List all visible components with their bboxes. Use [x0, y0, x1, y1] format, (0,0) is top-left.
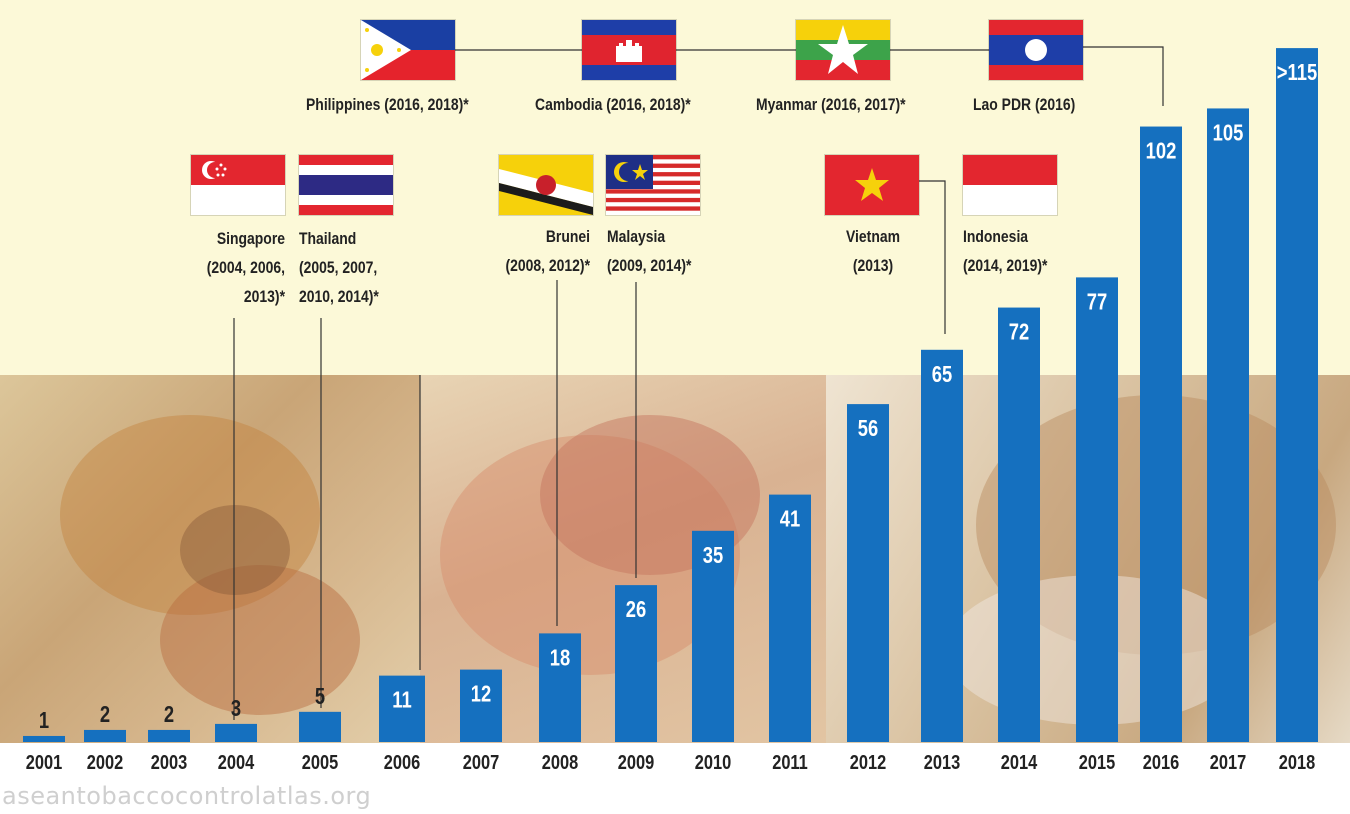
bar-2007	[460, 669, 502, 742]
x-tick-label-2004: 2004	[218, 750, 255, 773]
label-vietnam-line1: Vietnam	[846, 227, 900, 246]
thailand-flag	[299, 155, 393, 215]
label-singapore-line2: (2004, 2006,	[206, 258, 285, 277]
x-tick-label-2010: 2010	[695, 750, 731, 773]
x-tick-label-2012: 2012	[850, 750, 886, 773]
x-tick-label-2018: 2018	[1279, 750, 1315, 773]
bar-2011	[769, 494, 811, 742]
x-tick-label-2015: 2015	[1079, 750, 1115, 773]
x-tick-label-2009: 2009	[618, 750, 654, 773]
bar-2009	[615, 585, 657, 742]
value-label-2012: 56	[858, 416, 878, 441]
x-tick-label-2017: 2017	[1210, 750, 1246, 773]
malaysia-flag	[606, 155, 700, 215]
bar-2010	[692, 530, 734, 742]
x-tick-label-2014: 2014	[1001, 750, 1038, 773]
x-tick-label-2008: 2008	[542, 750, 578, 773]
cambodia-flag	[582, 20, 676, 80]
indonesia-flag	[963, 155, 1057, 215]
singapore-flag	[191, 155, 285, 215]
bar-2015	[1076, 277, 1118, 742]
label-indonesia-line2: (2014, 2019)*	[963, 256, 1048, 275]
x-tick-label-2016: 2016	[1143, 750, 1179, 773]
label-thailand-line1: Thailand	[299, 229, 357, 248]
label-singapore-line1: Singapore	[216, 229, 285, 248]
value-label-2015: 77	[1087, 290, 1107, 315]
label-thailand: Thailand (2005, 2007, 2010, 2014)*	[299, 224, 379, 311]
value-label-2001: 1	[39, 708, 49, 733]
label-vietnam-line2: (2013)	[852, 256, 894, 275]
source-watermark: aseantobaccocontrolatlas.org	[2, 782, 372, 810]
label-malaysia-line1: Malaysia	[607, 227, 666, 246]
value-label-2017: 105	[1213, 121, 1244, 146]
label-vietnam: Vietnam (2013)	[832, 222, 914, 280]
x-tick-label-2011: 2011	[772, 750, 808, 773]
value-label-2016: 102	[1146, 139, 1177, 164]
bar-2006	[379, 675, 425, 742]
bar-2016	[1140, 126, 1182, 743]
label-myanmar: Myanmar (2016, 2017)*	[756, 95, 906, 114]
value-label-2003: 2	[164, 702, 174, 727]
bar-2001	[23, 735, 65, 742]
value-label-2005: 5	[315, 684, 325, 709]
label-brunei-line1: Brunei	[545, 227, 590, 246]
label-brunei-line2: (2008, 2012)*	[505, 256, 590, 275]
label-malaysia: Malaysia (2009, 2014)*	[607, 222, 691, 280]
brunei-flag	[499, 155, 593, 215]
label-lao: Lao PDR (2016)	[973, 95, 1076, 114]
x-tick-label-2007: 2007	[463, 750, 499, 773]
label-philippines: Philippines (2016, 2018)*	[306, 95, 469, 114]
value-label-2007: 12	[471, 682, 491, 707]
connector-line-3	[1083, 46, 1164, 106]
x-tick-label-2001: 2001	[26, 750, 62, 773]
bar-2008	[539, 633, 581, 742]
value-label-2010: 35	[703, 543, 723, 568]
value-label-2013: 65	[932, 362, 952, 387]
philippines-flag	[361, 20, 455, 80]
connector-line-9	[919, 180, 946, 334]
background-photo-middle	[420, 375, 826, 743]
value-label-2009: 26	[626, 597, 646, 622]
lao-flag	[989, 20, 1083, 80]
bar-2003	[148, 729, 190, 742]
x-tick-label-2006: 2006	[384, 750, 420, 773]
value-label-2018: >115	[1277, 60, 1317, 85]
bar-2012	[847, 404, 889, 742]
label-malaysia-line2: (2009, 2014)*	[607, 256, 692, 275]
vietnam-flag	[825, 155, 919, 215]
x-tick-label-2005: 2005	[302, 750, 338, 773]
label-singapore: Singapore (2004, 2006, 2013)*	[178, 224, 285, 311]
bar-2002	[84, 729, 126, 742]
label-cambodia: Cambodia (2016, 2018)*	[535, 95, 691, 114]
value-label-2006: 11	[392, 688, 411, 713]
bar-2018	[1276, 48, 1318, 743]
bar-2005	[299, 711, 341, 742]
label-thailand-line3: 2010, 2014)*	[299, 287, 379, 306]
label-thailand-line2: (2005, 2007,	[299, 258, 378, 277]
label-indonesia-line1: Indonesia	[963, 227, 1029, 246]
label-brunei: Brunei (2008, 2012)*	[467, 222, 590, 280]
x-tick-label-2002: 2002	[87, 750, 123, 773]
myanmar-flag	[796, 20, 890, 80]
value-label-2014: 72	[1009, 320, 1029, 345]
value-label-2011: 41	[780, 507, 800, 532]
bar-2004	[215, 723, 257, 742]
x-tick-label-2013: 2013	[924, 750, 960, 773]
label-singapore-line3: 2013)*	[243, 287, 285, 306]
bar-2017	[1207, 108, 1249, 743]
value-label-2004: 3	[231, 696, 241, 721]
x-tick-label-2003: 2003	[151, 750, 187, 773]
background-photo-left	[0, 375, 420, 743]
value-label-2008: 18	[550, 646, 570, 671]
bar-2014	[998, 307, 1040, 742]
bar-2013	[921, 349, 963, 742]
label-indonesia: Indonesia (2014, 2019)*	[963, 222, 1047, 280]
value-label-2002: 2	[100, 702, 110, 727]
